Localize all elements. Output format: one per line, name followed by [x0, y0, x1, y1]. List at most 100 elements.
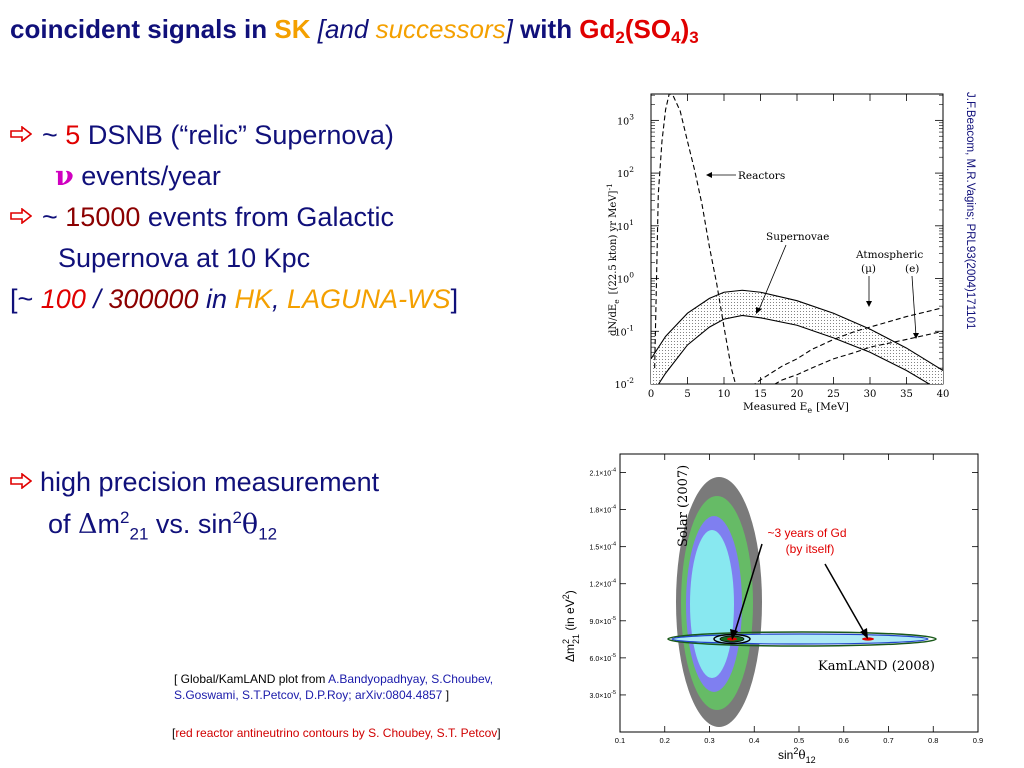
x-axis-label: sin2θ12 [778, 746, 816, 765]
y-tick-label: 9.0×10-5 [590, 616, 617, 626]
mu-arrowhead [866, 301, 872, 307]
x-tick-label: 0.9 [973, 736, 983, 745]
gd-label-line2: (by itself) [786, 542, 835, 556]
kamland-contour-outer [667, 631, 937, 647]
supernovae-upper-curve [651, 289, 943, 372]
y-tick-label: 1.8×10-4 [590, 505, 617, 515]
bullet-precision: high precision measurement [10, 467, 379, 498]
x-tick-label: 0.8 [928, 736, 938, 745]
bullet-text: of [48, 509, 79, 539]
slide-title: coincident signals in SK [and successors… [10, 14, 699, 48]
bullet-text: m [97, 509, 121, 539]
reference-text: ] [442, 688, 450, 702]
title-gd: Gd [579, 14, 616, 44]
y-tick-label: 102 [617, 165, 634, 180]
supernovae-arrowhead [756, 307, 762, 314]
superscript: 2 [232, 508, 242, 527]
solar-contour-best [690, 530, 734, 678]
bullet-text: , [272, 284, 288, 314]
bullet-hk-laguna: [~ 100 / 300000 in HK, LAGUNA-WS] [10, 284, 458, 315]
bullet-galactic-line2: Supernova at 10 Kpc [58, 243, 310, 274]
supernovae-band [651, 290, 943, 384]
e-arrow [911, 275, 917, 337]
atmospheric-mu-label: (μ) [861, 263, 876, 275]
y-tick-label: 2.1×10-4 [590, 468, 617, 478]
bullet-text: high precision measurement [40, 467, 380, 497]
beacom-vagins-reference: J.F.Beacom, M.R.Vagins; PRL93(2004)17110… [962, 92, 976, 392]
y-tick-label: 3.0×10-5 [590, 690, 617, 700]
reference-text: [ Global/KamLAND plot from [174, 672, 329, 686]
y-tick-label: 101 [617, 218, 634, 233]
x-tick-label: 0 [648, 389, 654, 400]
x-tick-label: 0.6 [839, 736, 849, 745]
bullet-text: vs. sin [148, 509, 233, 539]
global-kamland-reference-line2: S.Goswami, S.T.Petcov, D.P.Roy; arXiv:08… [174, 688, 449, 702]
bullet-text: / [85, 284, 109, 314]
y-tick-label: 1.2×10-4 [590, 579, 617, 589]
nu-symbol: ν [55, 161, 74, 192]
bullet-text: in [198, 284, 235, 314]
x-tick-label: 0.3 [704, 736, 714, 745]
x-tick-label: 10 [718, 389, 731, 400]
supernovae-lower-curve [657, 314, 931, 384]
bullet-text: ~ [42, 120, 66, 150]
gd-label-line1: ~3 years of Gd [767, 526, 846, 540]
title-sk: SK [274, 14, 311, 44]
y-tick-label: 1.5×10-4 [590, 542, 617, 552]
reference-red-text: red reactor antineutrino contours by S. … [175, 726, 498, 740]
dsnb-rate: 5 [65, 120, 81, 150]
title-gd-sub: 2 [615, 28, 625, 47]
bullet-dsnb-line2: ν events/year [55, 161, 221, 192]
gd-arrowhead-low [730, 629, 738, 640]
x-tick-label: 0.7 [883, 736, 893, 745]
bullet-precision-line2: of Δm221 vs. sin2θ12 [48, 508, 277, 544]
x-tick-label: 25 [827, 389, 840, 400]
y-tick-label: 10-2 [615, 376, 635, 391]
bullet-dsnb: ~ 5 DSNB (“relic” Supernova) [10, 120, 394, 151]
atmospheric-mu-curve [753, 307, 943, 384]
title-with: with [512, 14, 580, 44]
kamland-contour-plot: 0.1 0.2 0.3 0.4 0.5 0.6 0.7 0.8 0.9 3.0×10-5 6.0×1… [552, 452, 988, 768]
x-tick-label: 20 [791, 389, 804, 400]
supernovae-arrow [757, 244, 787, 313]
hk-number: 100 [40, 284, 86, 314]
arrow-icon [10, 126, 32, 142]
x-tick-label: 40 [937, 389, 950, 400]
bullet-galactic: ~ 15000 events from Galactic [10, 202, 394, 233]
atmospheric-e-label: (e) [905, 263, 919, 275]
reference-text: ] [497, 726, 501, 740]
galactic-events: 15000 [65, 202, 141, 232]
x-tick-label: 0.1 [615, 736, 625, 745]
gd-arrow-high [824, 563, 866, 635]
e-arrowhead [913, 333, 919, 339]
reference-text: J.F.Beacom, M.R.Vagins; PRL93(2004)17110… [964, 92, 976, 330]
title-bracket-close: ] [505, 14, 513, 44]
title-successors: successors [375, 14, 506, 44]
reactors-arrowhead [706, 172, 712, 178]
reactors-label: Reactors [738, 170, 785, 182]
x-tick-label: 30 [864, 389, 877, 400]
title-close-sub: 3 [689, 28, 699, 47]
bullet-text: events from Galactic [140, 202, 394, 232]
bullet-text: ] [450, 284, 459, 314]
dsnb-spectrum-plot: 0 5 10 15 20 25 30 35 40 10-2 10-1 100 101 102 103 Rea… [598, 88, 956, 418]
kamland-label: KamLAND (2008) [818, 659, 935, 674]
title-so-sub: 4 [671, 28, 681, 47]
x-tick-label: 0.2 [660, 736, 670, 745]
arrow-icon [10, 473, 32, 489]
x-tick-label: 0.4 [749, 736, 759, 745]
x-tick-label: 0.5 [794, 736, 804, 745]
bullet-text: DSNB (“relic” Supernova) [80, 120, 394, 150]
x-axis-label: Measured Ee [MeV] [743, 401, 849, 415]
reference-authors: A.Bandyopadhyay, S.Choubev, [328, 672, 494, 686]
red-contours-reference: [red reactor antineutrino contours by S.… [172, 726, 501, 740]
x-tick-label: 15 [754, 389, 767, 400]
subscript: 12 [258, 524, 278, 544]
bullet-text: events/year [73, 161, 221, 191]
y-axis-label: Δm221 (in eV2) [561, 590, 581, 662]
bullet-text: Supernova at 10 Kpc [58, 243, 311, 273]
y-tick-label: 10-1 [615, 323, 634, 338]
y-tick-label: 6.0×10-5 [590, 653, 617, 663]
bullet-text: [~ [10, 284, 41, 314]
x-tick-label: 35 [900, 389, 913, 400]
